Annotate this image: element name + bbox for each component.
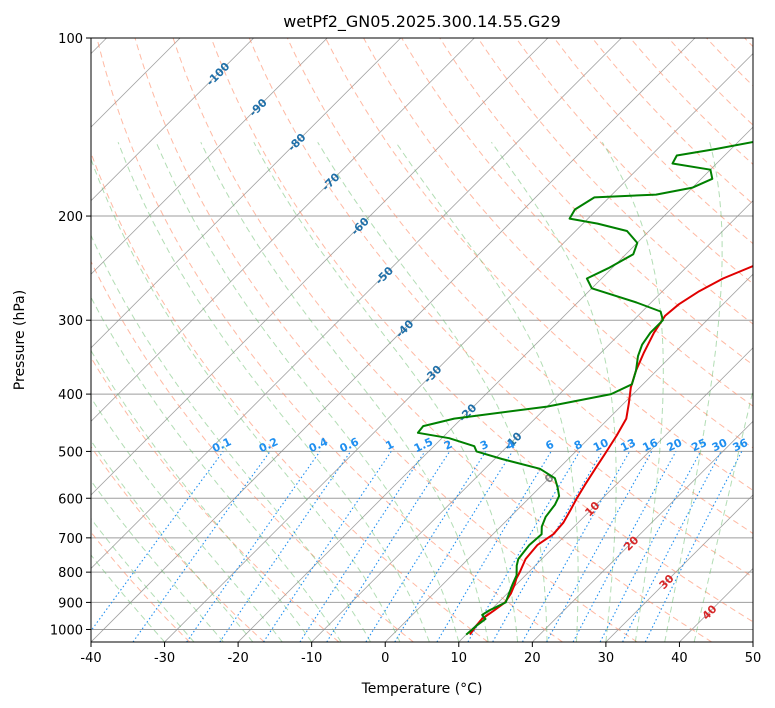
skewed-isotherm-line <box>237 126 753 642</box>
dry-adiabat-line <box>91 445 265 642</box>
x-tick-label: -10 <box>301 651 322 666</box>
moist-adiabat-line <box>117 142 430 642</box>
y-tick-label: 1000 <box>50 623 83 638</box>
moist-adiabat-line <box>490 141 617 642</box>
profile-series <box>416 141 753 636</box>
moist-adiabat-line <box>91 296 342 642</box>
moist-adiabat-line <box>91 439 254 642</box>
moist-adiabat-line <box>693 387 753 642</box>
dry-adiabat-line <box>286 38 753 535</box>
skewed-isotherm-line <box>164 52 753 642</box>
skewed-isotherm-line <box>91 38 254 202</box>
mixing-ratio-line <box>219 451 352 642</box>
mixing-ratio-line <box>394 451 513 642</box>
skewed-isotherm-line <box>91 38 622 570</box>
x-tick-label: -20 <box>227 651 248 666</box>
mixing-ratio-label: 16 <box>641 436 661 454</box>
dry-adiabat-line <box>248 38 753 578</box>
x-tick-label: 0 <box>381 651 389 666</box>
mixing-ratio-label: 20 <box>665 436 685 454</box>
mixing-ratio-label: 30 <box>710 436 730 454</box>
mixing-ratio-label: 25 <box>689 436 708 454</box>
y-axis-title: Pressure (hPa) <box>12 290 28 390</box>
mixing-ratio-line <box>326 451 451 642</box>
x-tick-label: 10 <box>451 651 468 666</box>
x-tick-label: -40 <box>80 651 101 666</box>
x-tick-label: -30 <box>154 651 175 666</box>
y-tick-label: 500 <box>58 445 83 460</box>
dry-adiabat-line <box>134 38 638 642</box>
skewed-isotherm-line <box>91 38 328 275</box>
y-tick-label: 900 <box>58 596 83 611</box>
mixing-ratio-line <box>299 451 426 642</box>
mixing-ratio-line <box>644 451 743 642</box>
pressure-gridlines <box>91 38 753 630</box>
plot-area: -100-90-80-70-60-50-40-30-20-10010203040… <box>91 38 753 642</box>
moist-adiabat-line <box>91 349 313 642</box>
skewed-isotherm-line <box>605 494 753 642</box>
skewed-isotherm-line <box>91 38 696 642</box>
skewed-isotherm-line <box>91 38 402 349</box>
y-tick-label: 600 <box>58 492 83 507</box>
skewed-isotherm-line <box>91 38 475 422</box>
y-tick-label: 700 <box>58 532 83 547</box>
mixing-ratio-label: 13 <box>618 436 637 454</box>
y-tick-label: 800 <box>58 566 83 581</box>
dewpoint-profile-line <box>416 141 753 636</box>
x-axis-title: Temperature (°C) <box>361 681 483 697</box>
mixing-ratio-label: 10 <box>591 436 611 454</box>
y-tick-label: 200 <box>58 210 83 225</box>
dry-adiabat-line <box>172 38 713 642</box>
y-tick-label: 400 <box>58 388 83 403</box>
x-tick-label: 50 <box>745 651 762 666</box>
moist-adiabat-line <box>91 157 401 642</box>
skewed-isotherm-line <box>384 273 753 642</box>
mixing-ratio-line <box>263 451 392 642</box>
dry-adiabat-line <box>210 38 753 623</box>
moist-adiabat-line <box>200 141 489 642</box>
y-axis-ticks: 100 200 300 400 500 600 700 800 900 1000 <box>50 32 91 638</box>
mixing-ratio-label: 36 <box>731 436 751 454</box>
mixing-ratio-line <box>546 451 653 642</box>
y-tick-label: 100 <box>58 32 83 47</box>
moist-adiabat-line <box>91 517 195 642</box>
mixing-ratio-line <box>132 451 271 642</box>
x-tick-label: 30 <box>598 651 615 666</box>
moist-adiabat-line <box>664 142 723 642</box>
mixing-ratio-line <box>522 451 631 642</box>
skewed-isotherm-line <box>91 38 549 496</box>
x-tick-label: 40 <box>671 651 688 666</box>
dry-adiabat-line <box>515 38 753 285</box>
dry-adiabat-line <box>96 38 563 642</box>
dry-adiabat-line <box>325 38 753 491</box>
moist-adiabat-line <box>253 141 519 642</box>
skewed-isotherm-line <box>532 420 753 642</box>
x-axis-ticks: -40 -30 -20 -10 0 10 20 30 40 50 <box>80 642 761 666</box>
moist-adiabat-line <box>91 396 283 642</box>
dry-adiabat-line <box>91 260 414 642</box>
skewed-isotherm-gridlines <box>91 38 753 642</box>
mixing-ratio-line <box>91 451 224 632</box>
moist-adiabat-line <box>91 479 224 642</box>
moist-adiabat-line <box>317 141 548 642</box>
y-tick-label: 300 <box>58 314 83 329</box>
chart-title: wetPf2_GN05.2025.300.14.55.G29 <box>283 12 561 32</box>
plot-frame <box>90 37 754 643</box>
moist-adiabat-line <box>91 554 165 642</box>
mixing-ratio-lines <box>91 451 743 642</box>
x-tick-label: 20 <box>524 651 541 666</box>
dry-adiabats <box>91 38 753 642</box>
moist-adiabat-line <box>155 142 460 642</box>
mixing-ratio-line <box>186 451 321 642</box>
skewed-isotherm-line <box>458 347 753 642</box>
dry-adiabat-line <box>91 356 340 642</box>
mixing-ratio-line <box>572 451 677 642</box>
